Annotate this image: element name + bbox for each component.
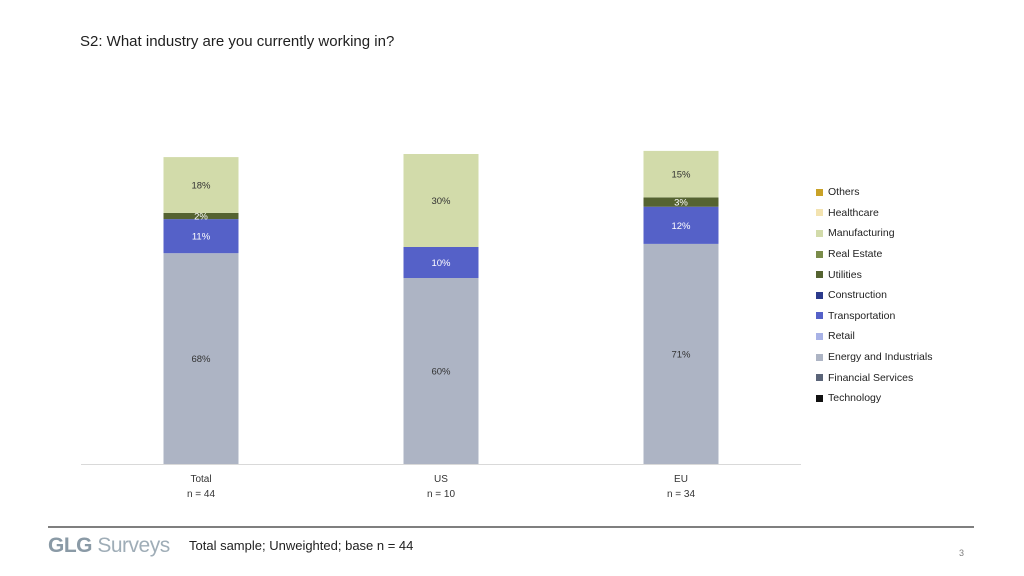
bar-segment: [643, 243, 719, 464]
legend-item: Technology: [816, 388, 932, 409]
legend-label: Transportation: [828, 309, 896, 322]
legend-label: Construction: [828, 289, 887, 302]
legend-swatch: [816, 271, 823, 279]
data-label: 3%: [674, 198, 688, 209]
bar-segment: [163, 219, 239, 254]
x-tick-sublabel: n = 34: [667, 489, 696, 500]
bar-segment: [163, 157, 239, 213]
legend-label: Technology: [828, 392, 882, 405]
x-tick-label: EU: [674, 474, 688, 485]
legend-swatch: [816, 312, 823, 320]
brand-logo-light: Surveys: [97, 534, 170, 557]
legend-swatch: [816, 353, 823, 361]
x-tick-sublabel: n = 44: [187, 489, 216, 500]
data-label: 12%: [671, 221, 691, 232]
x-tick-label: US: [434, 474, 448, 485]
data-label: 18%: [191, 181, 211, 192]
data-label: 60%: [431, 367, 451, 378]
bar-segment: [643, 150, 719, 198]
legend-item: Real Estate: [816, 244, 932, 265]
bar-segment: [643, 206, 719, 244]
legend-swatch: [816, 374, 823, 382]
legend-label: Others: [828, 186, 860, 199]
legend-swatch: [816, 291, 823, 299]
legend-label: Real Estate: [828, 248, 883, 261]
legend-item: Retail: [816, 326, 932, 347]
chart-title: S2: What industry are you currently work…: [80, 33, 395, 50]
legend-item: Transportation: [816, 306, 932, 327]
base-footnote: Total sample; Unweighted; base n = 44: [189, 538, 414, 553]
legend-label: Manufacturing: [828, 227, 895, 240]
legend-label: Retail: [828, 330, 855, 343]
bar-segment: [403, 154, 479, 247]
legend-label: Energy and Industrials: [828, 351, 933, 364]
x-tick-sublabel: n = 10: [427, 489, 456, 500]
x-tick-label: Total: [190, 474, 211, 485]
legend-swatch: [816, 209, 823, 217]
legend-item: Others: [816, 182, 932, 203]
legend-swatch: [816, 394, 823, 402]
page-number: 3: [959, 548, 965, 558]
legend-swatch: [816, 250, 823, 258]
legend-item: Healthcare: [816, 203, 932, 224]
bar-segment: [643, 197, 719, 207]
legend-item: Manufacturing: [816, 223, 932, 244]
brand-logo-bold: GLG: [48, 534, 93, 557]
legend-swatch: [816, 188, 823, 196]
bar-segment: [163, 212, 239, 220]
bar-segment: [403, 247, 479, 278]
data-label: 2%: [194, 212, 208, 223]
legend-swatch: [816, 229, 823, 237]
data-label: 10%: [431, 258, 451, 269]
footer-divider: [48, 526, 974, 528]
bar-segment: [163, 253, 239, 464]
legend-label: Financial Services: [828, 371, 914, 384]
brand-logo: GLG Surveys: [48, 534, 170, 558]
legend-swatch: [816, 332, 823, 340]
legend-item: Utilities: [816, 264, 932, 285]
data-label: 68%: [191, 354, 211, 365]
legend-item: Construction: [816, 285, 932, 306]
data-label: 30%: [431, 196, 451, 207]
legend-item: Energy and Industrials: [816, 347, 932, 368]
legend-item: Financial Services: [816, 367, 932, 388]
bar-segment: [403, 278, 479, 464]
data-label: 71%: [671, 349, 691, 360]
data-label: 15%: [671, 170, 691, 181]
legend-label: Healthcare: [828, 206, 879, 219]
legend-label: Utilities: [828, 268, 862, 281]
chart-legend: Others Healthcare Manufacturing Real Estate…: [816, 182, 932, 409]
data-label: 11%: [192, 232, 211, 243]
